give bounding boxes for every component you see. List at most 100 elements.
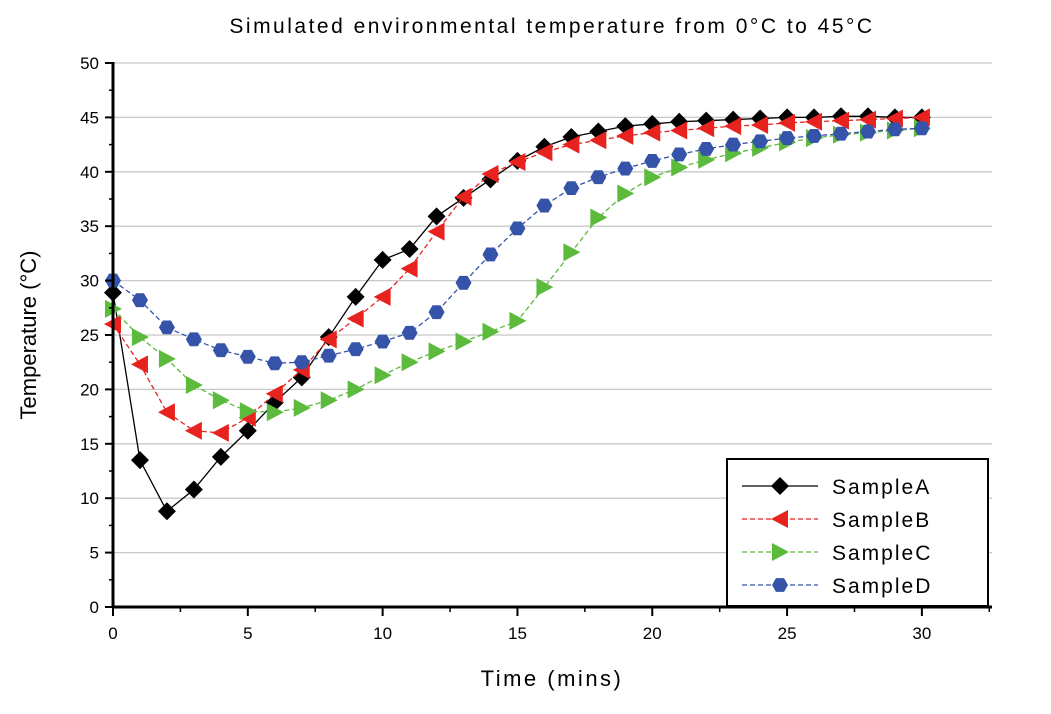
hexagon-marker (671, 147, 688, 162)
triangle-right-marker (266, 403, 284, 422)
triangle-left-marker (832, 111, 850, 130)
triangle-left-marker (319, 330, 337, 349)
diamond-marker (771, 477, 789, 495)
triangle-left-marker (130, 355, 148, 374)
triangle-right-marker (536, 278, 554, 297)
triangle-right-marker (347, 380, 365, 399)
hexagon-marker (131, 293, 148, 308)
triangle-left-marker (771, 510, 788, 528)
triangle-left-marker (481, 164, 499, 183)
triangle-left-marker (346, 309, 364, 328)
triangle-left-marker (535, 143, 553, 162)
y-tick-label: 35 (80, 217, 99, 236)
hexagon-marker (617, 161, 634, 176)
x-tick-label: 0 (108, 624, 117, 643)
x-axis-label: Time (mins) (481, 666, 624, 691)
triangle-left-marker (616, 126, 634, 145)
triangle-left-marker (670, 121, 688, 140)
triangle-right-marker (455, 332, 473, 351)
triangle-left-marker (751, 116, 769, 135)
diamond-marker (238, 421, 257, 440)
legend-box (726, 458, 989, 607)
diamond-marker (724, 110, 743, 129)
hexagon-marker (779, 131, 796, 146)
hexagon-marker (266, 356, 283, 371)
diamond-marker (616, 117, 635, 136)
triangle-right-marker (185, 376, 203, 395)
series-SampleB (104, 108, 930, 442)
hexagon-marker (239, 349, 256, 364)
hexagon-marker (455, 275, 472, 290)
chart-title: Simulated environmental temperature from… (229, 15, 874, 38)
triangle-right-marker (617, 184, 635, 203)
hexagon-marker (886, 122, 903, 137)
hexagon-marker (725, 137, 742, 152)
x-tick-label: 20 (643, 624, 662, 643)
diamond-marker (400, 240, 419, 259)
legend-label: SampleC (832, 542, 932, 565)
triangle-right-marker (293, 398, 311, 417)
triangle-right-marker (131, 328, 149, 347)
triangle-left-marker (508, 153, 526, 172)
triangle-left-marker (400, 259, 418, 278)
y-axis-label: Temperature (°C) (16, 251, 41, 420)
diamond-marker (373, 250, 392, 269)
series-group (104, 107, 931, 521)
hexagon-marker (185, 332, 202, 347)
y-tick-label: 10 (80, 489, 99, 508)
y-tick-label: 20 (80, 380, 99, 399)
triangle-left-marker (157, 403, 175, 422)
diamond-marker (130, 451, 149, 470)
hexagon-marker (644, 153, 661, 168)
hexagon-marker (509, 221, 526, 236)
hexagon-marker (347, 342, 364, 357)
hexagon-marker (772, 578, 788, 592)
y-tick-label: 25 (80, 326, 99, 345)
diamond-marker (184, 480, 203, 499)
triangle-right-marker (428, 342, 446, 361)
y-tick-label: 30 (80, 272, 99, 291)
triangle-left-marker (589, 131, 607, 150)
hexagon-marker (536, 198, 553, 213)
triangle-left-marker (697, 119, 715, 138)
x-tick-label: 5 (243, 624, 252, 643)
triangle-right-marker (590, 208, 608, 227)
triangle-left-marker (211, 423, 229, 442)
hexagon-marker (158, 320, 175, 335)
x-tick-label: 30 (912, 624, 931, 643)
x-tick-label: 25 (778, 624, 797, 643)
series-line (112, 127, 922, 413)
legend-label: SampleD (832, 575, 932, 598)
series-SampleD (105, 121, 930, 371)
triangle-right-marker (158, 349, 176, 368)
hexagon-marker (859, 124, 876, 139)
hexagon-marker (806, 128, 823, 143)
diamond-marker (346, 287, 365, 306)
triangle-right-marker (671, 158, 689, 177)
y-tick-label: 40 (80, 163, 99, 182)
triangle-left-marker (562, 135, 580, 154)
hexagon-marker (698, 142, 715, 156)
triangle-right-marker (374, 366, 392, 385)
triangle-left-marker (805, 112, 823, 131)
hexagon-marker (590, 170, 607, 185)
hexagon-marker (563, 181, 580, 196)
triangle-right-marker (482, 322, 500, 341)
triangle-left-marker (184, 421, 202, 440)
x-tick-label: 10 (373, 624, 392, 643)
triangle-right-marker (644, 168, 662, 187)
hexagon-marker (833, 126, 850, 141)
triangle-left-marker (265, 384, 283, 403)
triangle-left-marker (643, 123, 661, 142)
triangle-right-marker (563, 243, 581, 262)
series-line (112, 115, 922, 513)
y-tick-label: 15 (80, 435, 99, 454)
legend-label: SampleB (832, 509, 931, 532)
hexagon-marker (212, 343, 229, 358)
legend: SampleA SampleB SampleC SampleD (726, 458, 989, 607)
triangle-right-marker (320, 391, 338, 410)
hexagon-marker (913, 121, 930, 136)
triangle-right-marker (509, 311, 527, 330)
triangle-left-marker (454, 187, 472, 206)
y-tick-label: 50 (80, 54, 99, 73)
